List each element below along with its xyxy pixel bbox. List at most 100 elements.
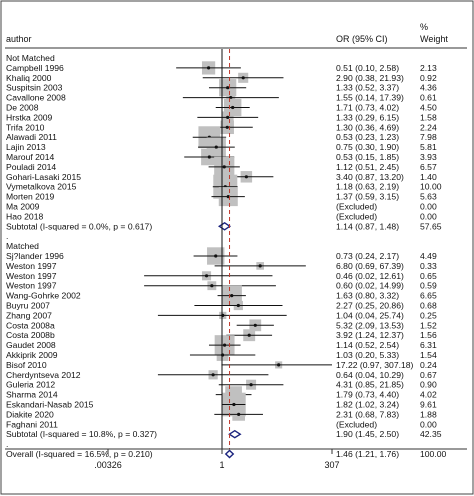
study-label: Lajin 2013	[6, 142, 46, 152]
study-ci-text: (Excluded)	[336, 211, 377, 221]
study-label: Bisof 2010	[6, 360, 47, 370]
study-label: Buyru 2007	[6, 301, 50, 311]
study-weight: 0.33	[420, 261, 437, 271]
study-point	[244, 175, 248, 179]
study-weight: 6.57	[420, 162, 437, 172]
study-label: Campbell 1996	[6, 63, 64, 73]
group-heading: Matched	[6, 241, 39, 251]
study-ci-text: 1.30 (0.36, 4.69)	[336, 122, 399, 132]
study-weight: 1.56	[420, 330, 437, 340]
x-axis-ticks: .00326 1 307	[94, 449, 340, 470]
study-point	[214, 145, 218, 149]
study-ci-text: 0.64 (0.04, 10.29)	[336, 370, 404, 380]
study-ci-text: 1.37 (0.59, 3.15)	[336, 192, 399, 202]
study-weight: 7.98	[420, 132, 437, 142]
study-ci-text: 0.60 (0.02, 14.99)	[336, 281, 404, 291]
study-ci-text: 3.92 (1.24, 12.37)	[336, 330, 404, 340]
study-label: Hrstka 2009	[6, 112, 53, 122]
study-ci-text: 6.80 (0.69, 67.39)	[336, 261, 404, 271]
subtotal-label: Subtotal (I-squared = 0.0%, p = 0.617)	[6, 221, 152, 231]
study-ci-text: 4.31 (0.85, 21.85)	[336, 380, 404, 390]
author-column-header: author	[6, 34, 32, 44]
study-point	[210, 284, 214, 288]
study-weight: 4.36	[420, 83, 437, 93]
study-label: Weston 1997	[6, 261, 57, 271]
study-point	[206, 66, 211, 70]
weight-column-header-symbol: %	[420, 22, 428, 32]
study-weight: 0.61	[420, 93, 437, 103]
study-ci-text: 1.33 (0.29, 6.15)	[336, 112, 399, 122]
x-tick-label: 1	[219, 460, 224, 470]
study-point	[220, 353, 225, 357]
study-label: Vymetalkova 2015	[6, 182, 77, 192]
study-point	[230, 294, 234, 298]
study-point	[207, 155, 211, 159]
study-point	[204, 274, 209, 278]
study-ci-text: 0.53 (0.15, 1.85)	[336, 152, 399, 162]
study-label: Diakite 2020	[6, 409, 54, 419]
overall-ci-text: 1.46 (1.21, 1.76)	[336, 449, 399, 459]
study-ci-text: 1.79 (0.73, 4.40)	[336, 390, 399, 400]
study-label: Weston 1997	[6, 281, 57, 291]
study-weight: 6.31	[420, 340, 437, 350]
study-weight: 6.65	[420, 291, 437, 301]
study-ci-text: 1.12 (0.51, 2.45)	[336, 162, 399, 172]
study-weight: 2.24	[420, 122, 437, 132]
study-ci-text: 1.03 (0.20, 5.33)	[336, 350, 399, 360]
spacer-dot: .	[6, 231, 8, 241]
study-weight: 5.63	[420, 192, 437, 202]
study-ci-text: 3.40 (0.87, 13.20)	[336, 172, 404, 182]
x-tick-label: .00326	[94, 460, 122, 470]
study-weight: 1.54	[420, 350, 437, 360]
study-label: Khaliq 2000	[6, 73, 52, 83]
subtotal-ci-text: 1.14 (0.87, 1.48)	[336, 221, 399, 231]
study-label: Gohari-Lasaki 2015	[6, 172, 81, 182]
study-label: Guleria 2012	[6, 380, 55, 390]
study-ci-text: 2.90 (0.38, 21.93)	[336, 73, 404, 83]
study-label: Ma 2009	[6, 202, 40, 212]
weight-column-header: Weight	[420, 34, 448, 44]
study-point	[236, 303, 240, 308]
study-point	[253, 323, 257, 327]
study-point	[232, 402, 236, 407]
study-label: Gaudet 2008	[6, 340, 56, 350]
ci-column-header: OR (95% CI)	[336, 34, 388, 44]
study-ci-text: 1.33 (0.52, 3.37)	[336, 83, 399, 93]
study-label: Zhang 2007	[6, 310, 52, 320]
study-ci-text: 2.27 (0.25, 20.86)	[336, 301, 404, 311]
study-label: Sharma 2014	[6, 390, 58, 400]
study-label: Suspitsin 2003	[6, 83, 63, 93]
study-point	[249, 383, 253, 387]
study-point	[211, 373, 215, 377]
subtotal-ci-text: 1.90 (1.45, 2.50)	[336, 429, 399, 439]
overall-weight: 100.00	[420, 449, 447, 459]
study-weight: 9.61	[420, 400, 437, 410]
study-point	[226, 86, 230, 90]
group-heading: Not Matched	[6, 53, 55, 63]
study-ci-text: 1.14 (0.52, 2.54)	[336, 340, 399, 350]
study-weight: 0.92	[420, 73, 437, 83]
study-ci-text: 0.53 (0.23, 1.23)	[336, 132, 399, 142]
study-label: Cavallone 2008	[6, 93, 66, 103]
study-ci-text: 0.46 (0.02, 12.61)	[336, 271, 404, 281]
study-label: Wang-Gohrke 2002	[6, 291, 81, 301]
study-weight: 4.02	[420, 390, 437, 400]
study-ci-text: (Excluded)	[336, 202, 377, 212]
study-label: Akkiprik 2009	[6, 350, 58, 360]
study-label: Costa 2008b	[6, 330, 55, 340]
study-weight: 0.65	[420, 271, 437, 281]
study-ci-text: 0.75 (0.30, 1.90)	[336, 142, 399, 152]
study-point	[223, 343, 227, 347]
study-label: De 2008	[6, 103, 39, 113]
study-point	[225, 125, 229, 129]
subtotal-weight: 42.35	[420, 429, 442, 439]
study-ci-text: 1.63 (0.80, 3.32)	[336, 291, 399, 301]
study-weight: 10.00	[420, 182, 442, 192]
study-label: Cherdyntseva 2012	[6, 370, 81, 380]
study-weight: 0.90	[420, 380, 437, 390]
study-point	[214, 254, 218, 258]
x-tick-label: 307	[324, 460, 339, 470]
study-weight: 1.58	[420, 112, 437, 122]
study-ci-text: 1.82 (1.02, 3.24)	[336, 400, 399, 410]
subtotal-weight: 57.65	[420, 221, 442, 231]
